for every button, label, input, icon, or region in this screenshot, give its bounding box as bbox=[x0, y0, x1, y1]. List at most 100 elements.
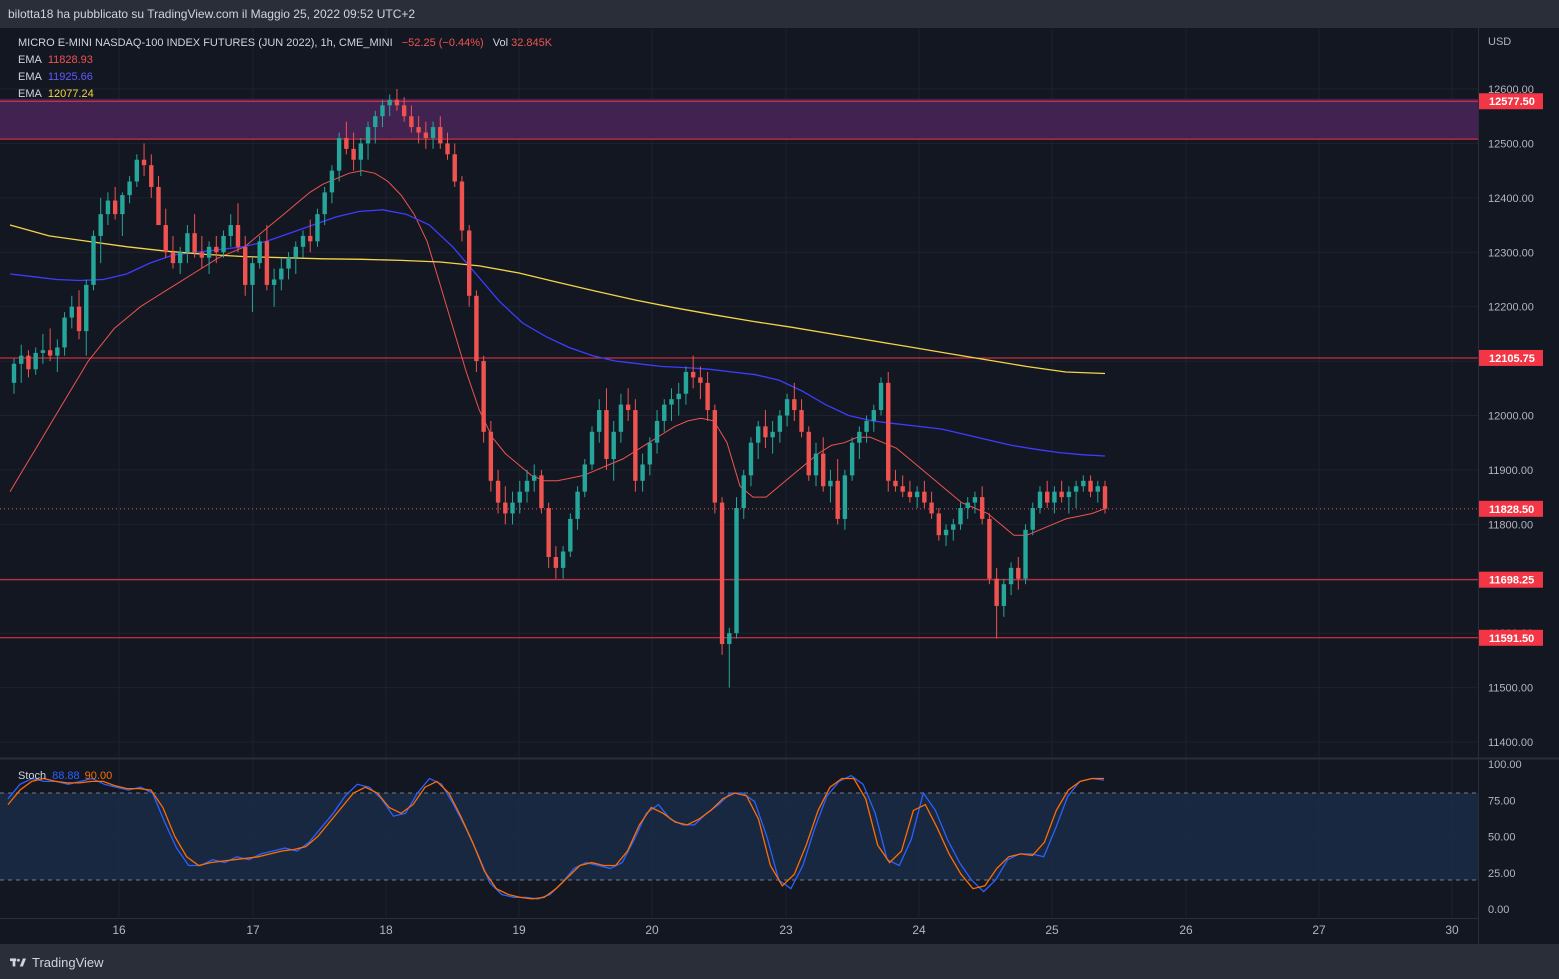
candle-body bbox=[300, 235, 306, 247]
candle-body bbox=[1052, 491, 1057, 503]
publisher-bar: bilotta18 ha pubblicato su TradingView.c… bbox=[0, 0, 1559, 28]
candle-body bbox=[40, 350, 46, 353]
candle-body bbox=[322, 192, 327, 215]
stoch-axis[interactable]: 100.00 75.00 50.00 25.00 0.00 bbox=[1488, 759, 1522, 916]
candle-body bbox=[784, 399, 790, 416]
candle-body bbox=[936, 513, 942, 536]
candle-body bbox=[777, 415, 783, 432]
price-tick-label: 12000.00 bbox=[1488, 411, 1534, 423]
tradingview-icon bbox=[10, 958, 26, 967]
candle-body bbox=[112, 200, 118, 215]
candle-body bbox=[539, 475, 544, 509]
ema3-value: 12077.24 bbox=[48, 88, 94, 100]
candle-body bbox=[394, 99, 400, 106]
candle-body bbox=[163, 225, 168, 253]
candle-body bbox=[430, 127, 436, 138]
candle-body bbox=[141, 159, 147, 166]
horizontal-levels bbox=[0, 100, 1478, 639]
ema1-value: 11828.93 bbox=[48, 54, 93, 66]
candle-body bbox=[640, 464, 645, 481]
candle-body bbox=[842, 475, 848, 519]
candle-body bbox=[365, 127, 371, 144]
candle-body bbox=[156, 186, 161, 226]
candle-body bbox=[821, 453, 826, 487]
time-tick-label: 16 bbox=[112, 923, 126, 937]
candle-body bbox=[380, 105, 385, 117]
candle-body bbox=[871, 410, 876, 421]
candle-body bbox=[893, 480, 898, 487]
candle-body bbox=[828, 480, 833, 487]
chart-frame[interactable]: 12600.00 12500.00 12400.00 12300.00 12200.00… bbox=[0, 28, 1559, 944]
candle-body bbox=[1016, 567, 1021, 579]
resistance-zone bbox=[0, 98, 1478, 140]
price-tick-label: 12400.00 bbox=[1488, 193, 1534, 205]
time-tick-label: 25 bbox=[1045, 923, 1059, 937]
candle-body bbox=[105, 200, 111, 215]
candle-body bbox=[1066, 491, 1072, 498]
grid bbox=[0, 28, 1478, 918]
candle-body bbox=[835, 480, 840, 519]
tradingview-logo[interactable]: TradingView bbox=[10, 952, 104, 972]
candle-body bbox=[994, 578, 999, 606]
candle-body bbox=[488, 431, 494, 481]
time-axis[interactable]: 16 17 18 19 20 23 24 25 26 27 30 bbox=[112, 923, 1459, 937]
candle-body bbox=[907, 491, 913, 498]
time-tick-label: 19 bbox=[512, 923, 526, 937]
footer-bar: TradingView bbox=[0, 944, 1559, 979]
candle-body bbox=[1095, 486, 1100, 492]
candle-body bbox=[647, 442, 653, 465]
stoch-lines bbox=[0, 774, 1478, 900]
candle-body bbox=[19, 355, 24, 364]
candle-body bbox=[481, 361, 486, 432]
candle-body bbox=[84, 284, 89, 332]
candle-body bbox=[943, 529, 949, 536]
candle-body bbox=[965, 502, 970, 509]
candle-body bbox=[206, 246, 212, 258]
candle-body bbox=[286, 257, 291, 269]
candle-body bbox=[676, 393, 681, 400]
candle-body bbox=[423, 132, 429, 138]
candle-body bbox=[582, 464, 587, 492]
candle-body bbox=[243, 246, 248, 285]
candle-body bbox=[416, 127, 421, 133]
candle-body bbox=[878, 382, 884, 411]
candle-body bbox=[177, 252, 183, 264]
candle-body bbox=[26, 355, 31, 370]
legend-symbol: MICRO E-MINI NASDAQ-100 INDEX FUTURES (J… bbox=[18, 37, 393, 49]
legend[interactable]: MICRO E-MINI NASDAQ-100 INDEX FUTURES (J… bbox=[18, 37, 553, 782]
candle-body bbox=[235, 225, 241, 247]
candle-body bbox=[62, 317, 67, 348]
candle-body bbox=[336, 137, 342, 171]
candle-body bbox=[329, 170, 335, 193]
stoch-tick-label: 0.00 bbox=[1488, 904, 1509, 916]
stoch-d-value: 90.00 bbox=[85, 770, 113, 782]
candle-body bbox=[1088, 480, 1093, 492]
candle-body bbox=[734, 508, 739, 634]
candle-body bbox=[662, 404, 667, 421]
candle-body bbox=[886, 382, 891, 481]
candle-body bbox=[373, 116, 378, 128]
price-tick-label: 12300.00 bbox=[1488, 247, 1534, 259]
level-badge bbox=[1479, 500, 1543, 517]
stoch-label: Stoch bbox=[18, 770, 46, 782]
candle-body bbox=[568, 518, 573, 552]
candle-body bbox=[560, 551, 566, 568]
price-tick-label: 11400.00 bbox=[1488, 737, 1533, 749]
time-tick-label: 24 bbox=[912, 923, 926, 937]
candle-body bbox=[604, 410, 609, 460]
candle-body bbox=[445, 143, 450, 155]
ema1-label: EMA bbox=[18, 54, 43, 66]
price-axis[interactable]: 12600.00 12500.00 12400.00 12300.00 12200.00… bbox=[1488, 84, 1534, 749]
level-badge bbox=[1479, 349, 1543, 366]
candle-body bbox=[120, 195, 125, 215]
candle-body bbox=[192, 233, 197, 253]
candle-body bbox=[770, 431, 775, 438]
candle-body bbox=[857, 431, 862, 443]
candle-body bbox=[524, 480, 530, 492]
candle-body bbox=[813, 453, 819, 476]
chart-svg[interactable]: 12600.00 12500.00 12400.00 12300.00 12200.00… bbox=[0, 28, 1559, 944]
candle-body bbox=[76, 306, 82, 332]
candle-body bbox=[387, 99, 392, 106]
price-tick-label: 11800.00 bbox=[1488, 519, 1533, 531]
